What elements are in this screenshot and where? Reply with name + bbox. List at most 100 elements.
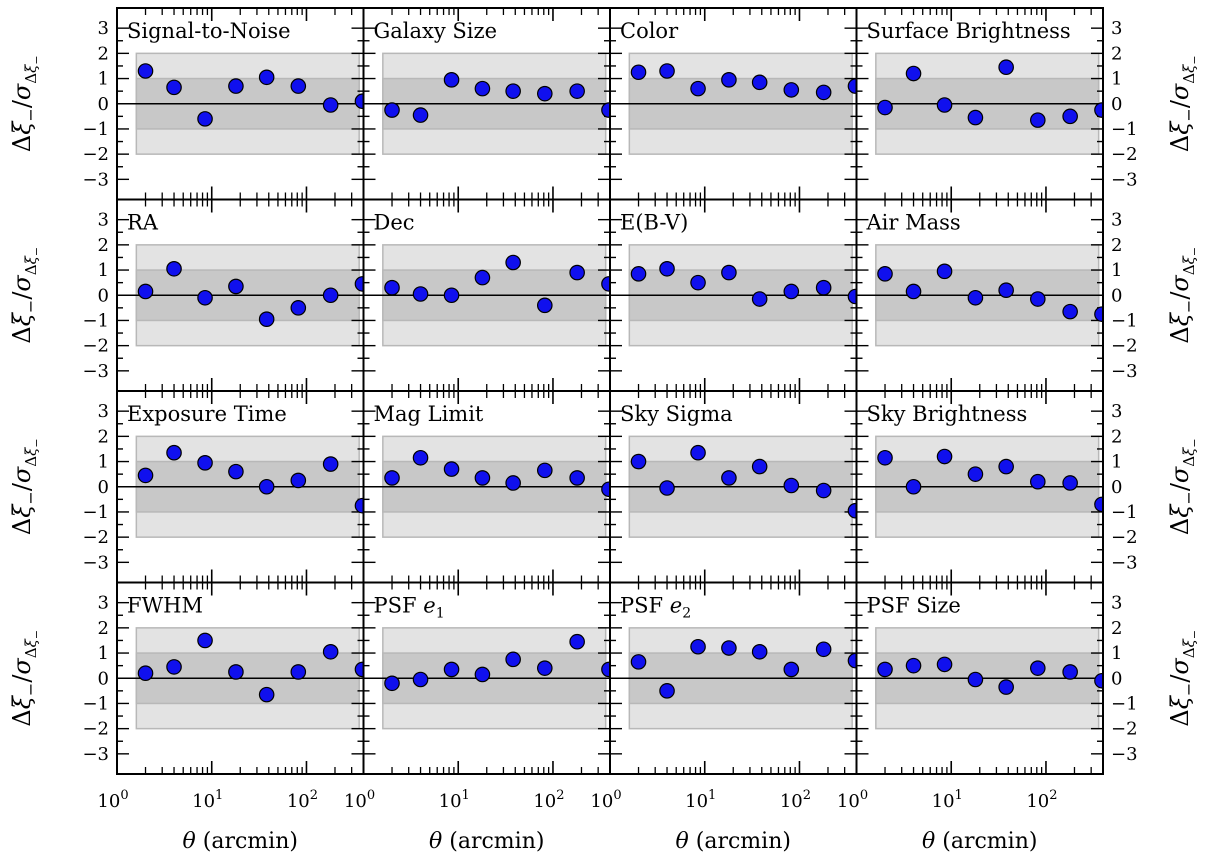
y-tick-label: −2 — [1111, 336, 1138, 357]
data-point — [384, 675, 400, 692]
y-ticks — [610, 27, 857, 181]
x-ticks — [362, 8, 611, 200]
data-point — [166, 444, 182, 461]
data-point — [1030, 112, 1046, 128]
data-point — [815, 641, 832, 658]
y-tick-label: 1 — [98, 452, 109, 473]
data-point — [1030, 660, 1046, 676]
data-point — [443, 661, 460, 678]
data-point — [505, 651, 521, 668]
data-points — [137, 632, 364, 703]
panel-title: Surface Brightness — [867, 19, 1071, 43]
data-point — [751, 643, 768, 660]
data-point — [659, 480, 675, 496]
x-tick-label: 101 — [932, 788, 963, 812]
data-point — [721, 264, 737, 281]
data-point — [290, 664, 307, 680]
y-tick-label: 3 — [98, 593, 109, 614]
data-points — [630, 260, 857, 307]
data-point — [877, 266, 893, 282]
data-point — [815, 482, 832, 499]
data-points — [384, 633, 610, 692]
panel: Dec — [362, 198, 611, 392]
panel: PSF Size −3 −2 −1 0 1 2 3 100 101 102 — [837, 581, 1138, 812]
panel-title: Exposure Time — [127, 402, 287, 426]
data-point — [905, 657, 922, 674]
y-tick-label: −3 — [1111, 361, 1138, 382]
data-point — [690, 274, 706, 291]
data-point — [412, 449, 429, 466]
y-axis-label: Δξ−/σΔξ− — [1166, 438, 1201, 535]
data-points — [877, 59, 1103, 128]
x-tick-label: 102 — [533, 788, 564, 812]
data-point — [690, 444, 706, 461]
panel-title: PSF Size — [867, 594, 961, 618]
data-point — [137, 283, 154, 300]
data-point — [412, 107, 429, 123]
panel-title: Galaxy Size — [374, 19, 498, 43]
data-point — [1094, 672, 1103, 689]
data-point — [630, 64, 647, 81]
y-tick-label: −3 — [82, 744, 109, 765]
data-points — [384, 449, 610, 498]
data-point — [537, 297, 553, 314]
y-tick-label: 0 — [1111, 668, 1122, 689]
data-point — [228, 463, 244, 480]
data-point — [659, 683, 675, 699]
data-point — [537, 660, 553, 676]
data-point — [1094, 496, 1103, 513]
data-point — [197, 455, 213, 471]
data-point — [905, 65, 922, 82]
x-tick-label: 102 — [1026, 788, 1057, 812]
panel: Air Mass −3 −2 −1 0 1 2 3 — [855, 198, 1138, 392]
data-point — [601, 276, 610, 292]
y-tick-label: −2 — [82, 144, 109, 165]
data-point — [630, 654, 647, 670]
data-point — [1030, 473, 1046, 490]
data-points — [630, 638, 857, 699]
data-points — [137, 444, 364, 514]
y-tick-label: −1 — [1111, 502, 1138, 523]
panel: PSF e2 100 101 102 — [590, 581, 858, 812]
y-tick-label: 2 — [1111, 618, 1122, 639]
x-ticks — [855, 8, 1104, 200]
x-tick-label: 100 — [97, 788, 128, 812]
data-point — [443, 287, 460, 304]
data-point — [322, 643, 339, 660]
y-tick-label: −1 — [1111, 693, 1138, 714]
y-axis-label: Δξ−/σΔξ− — [1166, 55, 1201, 152]
panel: Sky Sigma — [609, 390, 858, 584]
data-point — [847, 502, 857, 519]
y-axis-label: Δξ−/σΔξ− — [8, 55, 43, 152]
data-point — [847, 652, 857, 669]
data-point — [197, 111, 213, 127]
y-tick-label: −2 — [1111, 719, 1138, 740]
data-point — [815, 279, 832, 296]
data-point — [936, 263, 953, 280]
y-tick-label: −3 — [82, 169, 109, 190]
data-point — [967, 466, 984, 482]
y-tick-label: 3 — [98, 401, 109, 422]
data-point — [721, 640, 737, 656]
data-point — [384, 102, 400, 118]
data-point — [137, 665, 154, 682]
data-point — [569, 83, 585, 99]
data-point — [1062, 303, 1078, 320]
data-point — [166, 260, 182, 277]
y-tick-label: 0 — [1111, 285, 1122, 306]
data-point — [630, 266, 647, 282]
data-point — [474, 666, 491, 683]
y-tick-label: 3 — [1111, 401, 1122, 422]
panel: RA −3 −2 −1 0 1 2 3 — [82, 198, 365, 392]
panel-title: Air Mass — [866, 211, 961, 235]
data-point — [384, 470, 400, 486]
data-point — [905, 283, 922, 300]
y-tick-label: 3 — [98, 18, 109, 39]
x-ticks — [362, 582, 611, 774]
panel-title: Mag Limit — [374, 402, 484, 426]
data-point — [783, 283, 800, 300]
y-tick-label: 1 — [1111, 643, 1122, 664]
data-point — [690, 638, 706, 655]
y-tick-label: 2 — [98, 618, 109, 639]
data-point — [630, 453, 647, 470]
